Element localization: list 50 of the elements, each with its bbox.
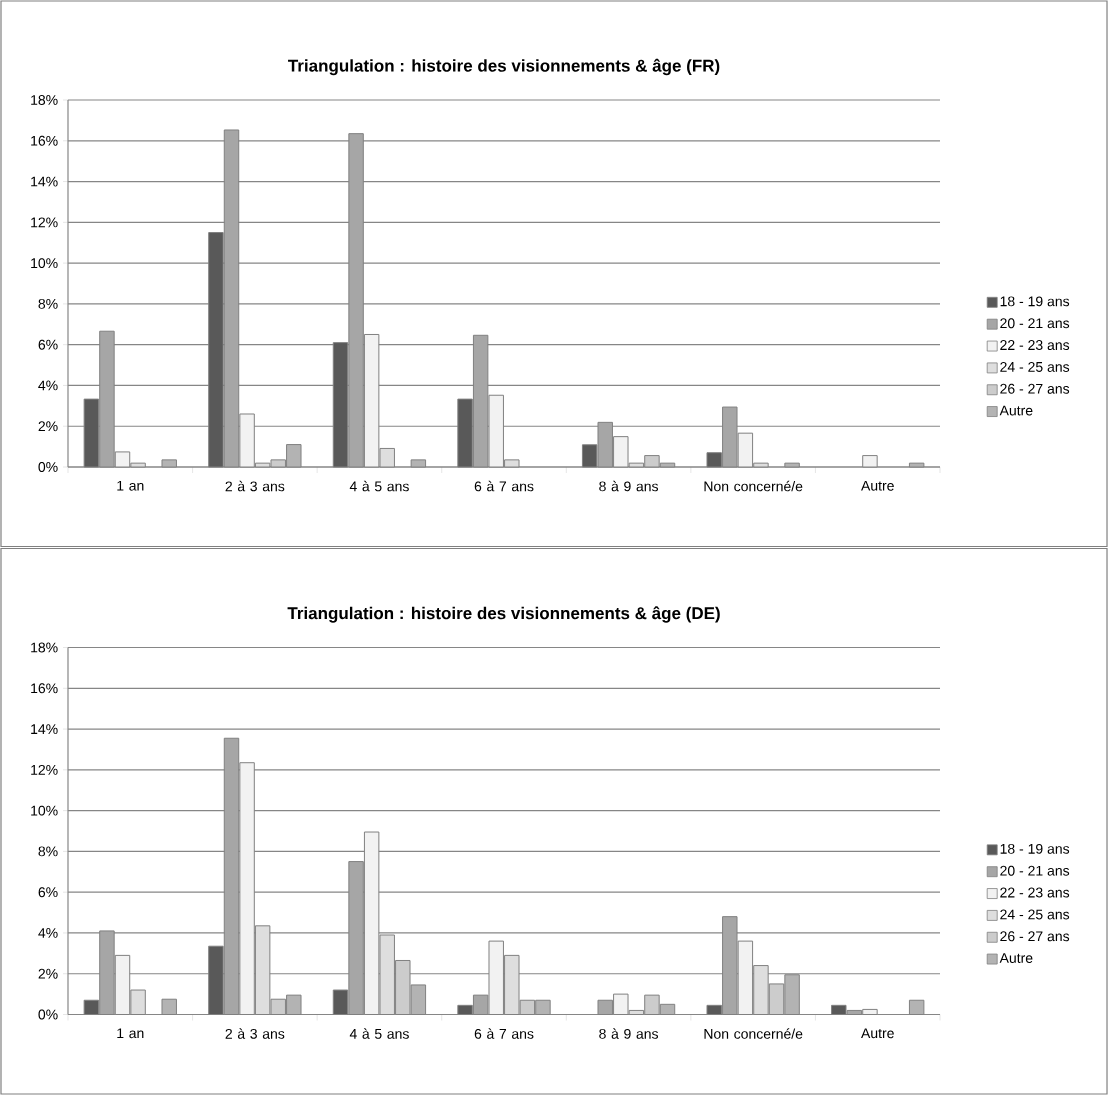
x-tick-label: 8 à 9 ans (599, 1028, 659, 1039)
legend-label: 22 - 23 ans (1000, 340, 1070, 351)
bar (908, 999, 925, 1016)
x-tick-label: 6 à 7 ans (474, 1028, 534, 1039)
y-tick-label: 16% (31, 135, 58, 146)
x-tick-label: Non concerné/e (704, 480, 803, 492)
x-tick-label: Non concerné/e (704, 1028, 803, 1039)
y-tick-label: 10% (31, 258, 58, 269)
x-tick-label: 2 à 3 ans (225, 480, 285, 492)
legend-label: 24 - 25 ans (1000, 909, 1070, 920)
legend-label: 20 - 21 ans (1000, 318, 1070, 329)
y-tick-label: 16% (31, 683, 58, 694)
chart-title: Triangulation : histoire des visionnements & âge (DE) (287, 606, 720, 623)
y-tick-label: 2% (38, 421, 58, 432)
y-tick-label: 8% (38, 846, 58, 857)
y-tick-label: 8% (38, 298, 58, 309)
x-tick-label: Autre (861, 1028, 894, 1039)
y-tick-label: 12% (31, 217, 58, 228)
x-tick-label: 4 à 5 ans (349, 480, 409, 492)
x-tick-label: 4 à 5 ans (349, 1028, 409, 1039)
x-tick-label: 2 à 3 ans (225, 1028, 285, 1039)
y-tick-label: 6% (38, 887, 58, 898)
x-tick-label: 6 à 7 ans (474, 480, 534, 492)
legend-label: 18 - 19 ans (1000, 843, 1070, 854)
legend-label: 26 - 27 ans (1000, 383, 1070, 394)
y-tick-label: 18% (31, 642, 58, 653)
y-tick-label: 2% (38, 968, 58, 979)
legend-label: 18 - 19 ans (1000, 296, 1070, 307)
legend-label: 26 - 27 ans (1000, 931, 1070, 942)
y-tick-label: 14% (31, 176, 58, 187)
chart-title: Triangulation : histoire des visionnements & âge (FR) (288, 58, 720, 76)
y-tick-label: 12% (31, 764, 58, 775)
bar (161, 998, 177, 1016)
x-tick-label: 1 an (117, 1028, 144, 1039)
y-tick-label: 0% (38, 1009, 58, 1020)
legend-label: 20 - 21 ans (1000, 865, 1070, 876)
y-tick-label: 0% (38, 462, 58, 472)
legend-label: Autre (999, 405, 1033, 416)
x-tick-label: 1 an (117, 480, 144, 491)
y-tick-label: 18% (31, 95, 58, 105)
y-tick-label: 4% (38, 928, 58, 938)
y-tick-label: 10% (31, 805, 58, 816)
y-tick-label: 14% (31, 724, 58, 734)
x-tick-label: Autre (861, 480, 894, 491)
y-tick-label: 4% (38, 380, 58, 391)
y-tick-label: 6% (38, 339, 58, 350)
legend-label: Autre (999, 953, 1033, 963)
x-tick-label: 8 à 9 ans (599, 480, 659, 492)
legend-label: 24 - 25 ans (1000, 361, 1070, 372)
legend-label: 22 - 23 ans (1000, 887, 1070, 898)
